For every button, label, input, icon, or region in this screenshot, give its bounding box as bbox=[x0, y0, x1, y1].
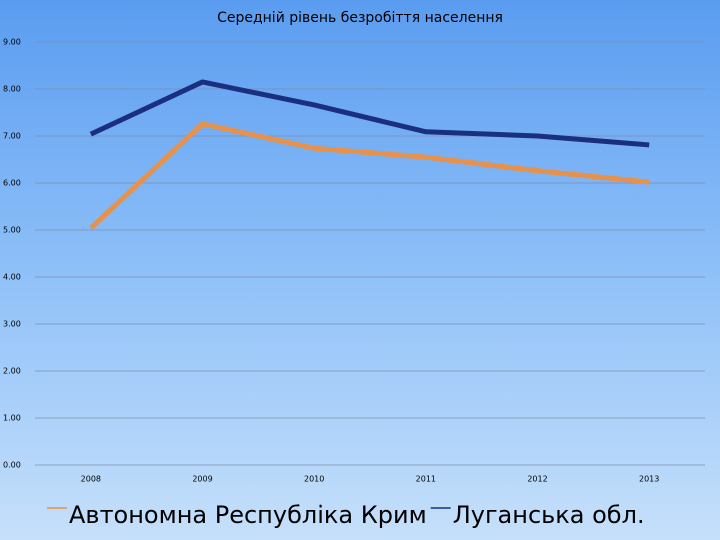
legend-label: Автономна Республіка Крим bbox=[69, 501, 427, 529]
x-tick-label: 2013 bbox=[639, 475, 659, 484]
series-line bbox=[89, 121, 650, 230]
y-tick-label: 1.00 bbox=[3, 414, 21, 423]
legend-label: Луганська обл. bbox=[453, 501, 645, 529]
x-tick-label: 2012 bbox=[527, 475, 547, 484]
y-tick-label: 6.00 bbox=[3, 179, 21, 188]
y-tick-label: 5.00 bbox=[3, 226, 21, 235]
chart-title: Середній рівень безробіття населення bbox=[217, 10, 503, 26]
series-line bbox=[89, 79, 650, 148]
x-tick-label: 2010 bbox=[304, 475, 324, 484]
y-tick-label: 9.00 bbox=[3, 38, 21, 47]
x-tick-label: 2009 bbox=[192, 475, 212, 484]
y-tick-label: 2.00 bbox=[3, 367, 21, 376]
y-tick-label: 8.00 bbox=[3, 85, 21, 94]
x-tick-label: 2011 bbox=[416, 475, 436, 484]
y-tick-label: 0.00 bbox=[3, 461, 21, 470]
y-tick-label: 3.00 bbox=[3, 320, 21, 329]
y-tick-label: 7.00 bbox=[3, 132, 21, 141]
y-tick-label: 4.00 bbox=[3, 273, 21, 282]
x-tick-label: 2008 bbox=[81, 475, 101, 484]
